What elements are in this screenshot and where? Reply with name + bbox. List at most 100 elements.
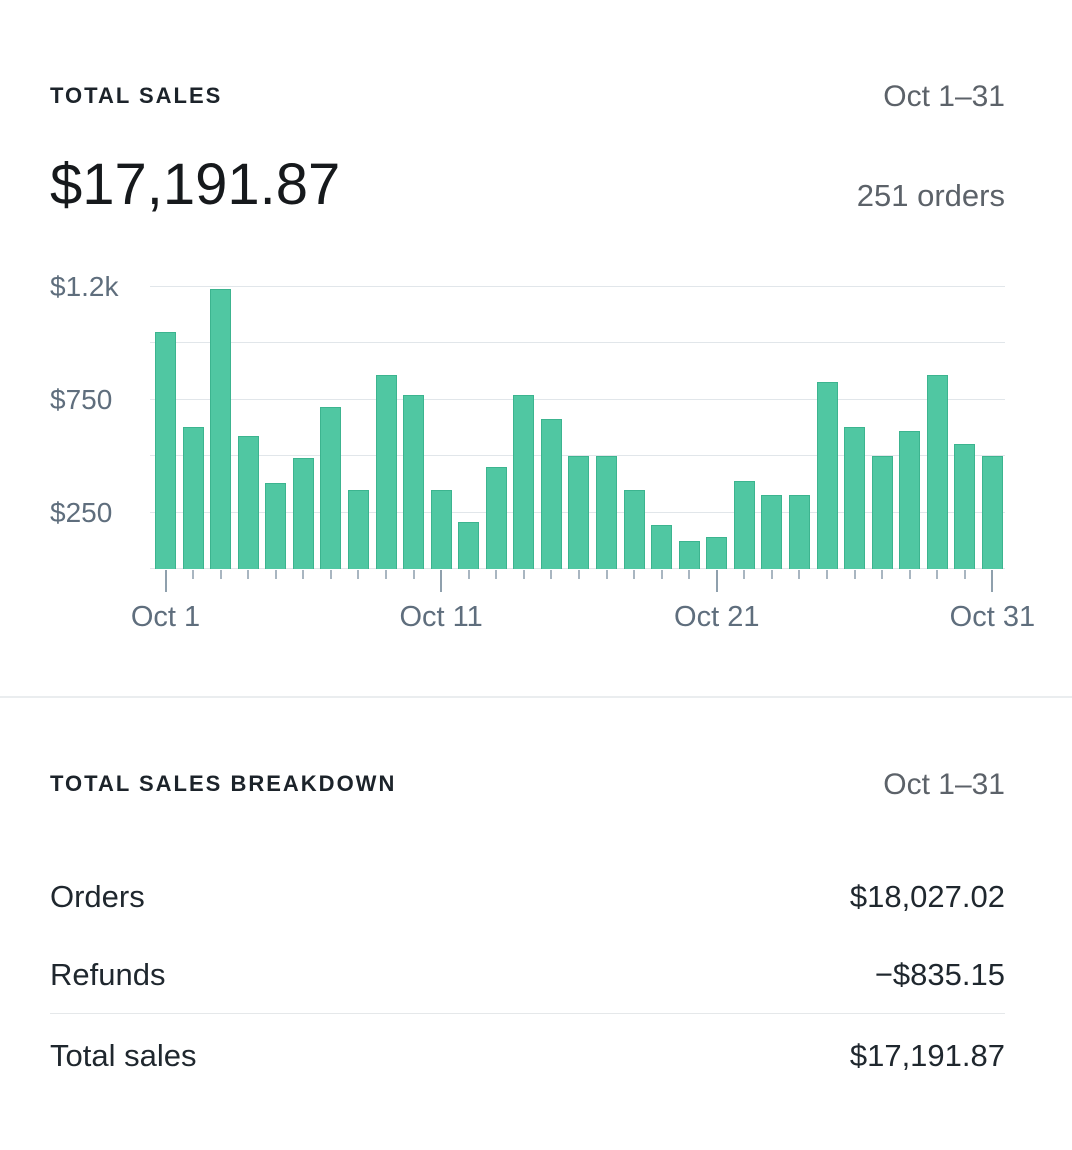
x-tick-cell bbox=[568, 570, 589, 594]
x-tick-cell bbox=[265, 570, 286, 594]
bar-oct-14[interactable] bbox=[513, 395, 535, 569]
x-label-cell bbox=[348, 602, 369, 636]
x-tick-cell bbox=[761, 570, 782, 594]
breakdown-row-value: $17,191.87 bbox=[849, 1038, 1005, 1074]
x-tick-cell bbox=[155, 570, 176, 594]
x-label-cell bbox=[596, 602, 617, 636]
x-tick bbox=[522, 570, 525, 579]
bar-oct-10[interactable] bbox=[403, 395, 425, 569]
x-label-cell bbox=[624, 602, 645, 636]
x-tick-cell bbox=[183, 570, 204, 594]
x-tick bbox=[770, 570, 773, 579]
bar-oct-6[interactable] bbox=[292, 458, 314, 569]
x-tick bbox=[660, 570, 663, 579]
bar-oct-5[interactable] bbox=[265, 483, 287, 569]
x-tick bbox=[274, 570, 277, 579]
bar-oct-1[interactable] bbox=[155, 332, 176, 569]
x-tick-cell bbox=[403, 570, 424, 594]
x-label-cell bbox=[789, 602, 810, 636]
x-axis-label: Oct 11 bbox=[399, 601, 483, 633]
gridline bbox=[150, 455, 1005, 457]
x-label-cell bbox=[568, 602, 589, 636]
total-sales-breakdown-card: TOTAL SALES BREAKDOWN Oct 1–31 Orders $1… bbox=[0, 698, 1072, 1073]
bar-oct-3[interactable] bbox=[210, 289, 232, 569]
bar-oct-7[interactable] bbox=[320, 407, 342, 569]
bar-oct-20[interactable] bbox=[678, 541, 700, 569]
bar-oct-24[interactable] bbox=[788, 495, 810, 569]
bar-oct-17[interactable] bbox=[596, 456, 617, 569]
x-tick-cell bbox=[238, 570, 259, 594]
x-axis-ticks bbox=[150, 570, 1005, 594]
x-label-cell bbox=[817, 602, 838, 636]
x-tick-cell bbox=[624, 570, 645, 594]
sales-bar-chart: $250 $750 $1.2k Oct 1 Oct 11 Oct 21 Oct 31 bbox=[0, 269, 1072, 639]
bar-oct-4[interactable] bbox=[237, 436, 259, 569]
x-tick-cell bbox=[679, 570, 700, 594]
breakdown-title: TOTAL SALES BREAKDOWN bbox=[50, 771, 397, 796]
x-label-cell bbox=[238, 602, 259, 636]
x-tick bbox=[743, 570, 746, 579]
x-tick bbox=[219, 570, 222, 579]
x-tick bbox=[412, 570, 415, 579]
x-tick bbox=[881, 570, 884, 579]
bar-oct-28[interactable] bbox=[899, 431, 921, 569]
x-tick bbox=[963, 570, 966, 579]
bar-oct-31[interactable] bbox=[981, 456, 1003, 569]
bar-oct-25[interactable] bbox=[816, 382, 838, 569]
bar-oct-19[interactable] bbox=[651, 525, 673, 569]
x-tick-cell bbox=[734, 570, 755, 594]
x-tick-cell bbox=[541, 570, 562, 594]
x-tick bbox=[357, 570, 360, 579]
bar-oct-18[interactable] bbox=[623, 490, 645, 569]
bar-oct-13[interactable] bbox=[485, 467, 507, 569]
bar-oct-23[interactable] bbox=[761, 495, 783, 569]
x-tick-cell bbox=[872, 570, 893, 594]
bar-oct-9[interactable] bbox=[375, 375, 397, 569]
bar-oct-22[interactable] bbox=[733, 481, 755, 569]
x-label-cell: Oct 31 bbox=[950, 601, 1035, 636]
section-divider bbox=[0, 696, 1072, 698]
x-axis-label: Oct 21 bbox=[674, 601, 760, 633]
breakdown-row-orders: Orders $18,027.02 bbox=[50, 879, 1005, 914]
x-tick-cell bbox=[513, 570, 534, 594]
x-tick-cell bbox=[899, 570, 920, 594]
bar-oct-29[interactable] bbox=[926, 375, 948, 569]
bar-oct-11[interactable] bbox=[430, 490, 452, 569]
x-tick bbox=[936, 570, 939, 579]
x-tick-cell bbox=[817, 570, 838, 594]
x-tick-cell bbox=[486, 570, 507, 594]
x-label-cell bbox=[458, 602, 479, 636]
bar-oct-26[interactable] bbox=[844, 427, 866, 569]
bar-oct-21[interactable] bbox=[706, 537, 728, 569]
x-tick bbox=[247, 570, 250, 579]
bar-oct-15[interactable] bbox=[540, 419, 562, 569]
x-tick bbox=[826, 570, 828, 579]
x-axis-label: Oct 1 bbox=[130, 601, 201, 633]
breakdown-date-range: Oct 1–31 bbox=[883, 768, 1005, 801]
x-tick-major bbox=[715, 570, 718, 592]
x-label-cell bbox=[927, 602, 948, 636]
breakdown-row-label: Refunds bbox=[50, 957, 166, 993]
x-tick bbox=[908, 570, 911, 579]
x-tick bbox=[605, 570, 608, 579]
x-tick-cell bbox=[596, 570, 617, 594]
breakdown-row-total: Total sales $17,191.87 bbox=[50, 1039, 1005, 1073]
bar-oct-12[interactable] bbox=[458, 522, 480, 569]
y-axis-label: $250 bbox=[50, 496, 113, 528]
bar-oct-27[interactable] bbox=[871, 456, 893, 569]
breakdown-row-label: Orders bbox=[50, 879, 145, 914]
bar-oct-16[interactable] bbox=[568, 456, 590, 569]
x-tick bbox=[495, 570, 498, 579]
bar-oct-2[interactable] bbox=[182, 427, 204, 569]
x-tick-major bbox=[991, 570, 994, 592]
x-label-cell bbox=[651, 602, 672, 636]
x-tick bbox=[688, 570, 691, 579]
x-label-cell bbox=[265, 602, 286, 636]
x-tick bbox=[853, 570, 856, 579]
x-label-cell bbox=[734, 602, 755, 636]
x-axis-label: Oct 31 bbox=[949, 601, 1036, 633]
x-tick-cell bbox=[376, 570, 397, 594]
bar-oct-8[interactable] bbox=[347, 490, 369, 569]
bar-oct-30[interactable] bbox=[954, 444, 976, 569]
